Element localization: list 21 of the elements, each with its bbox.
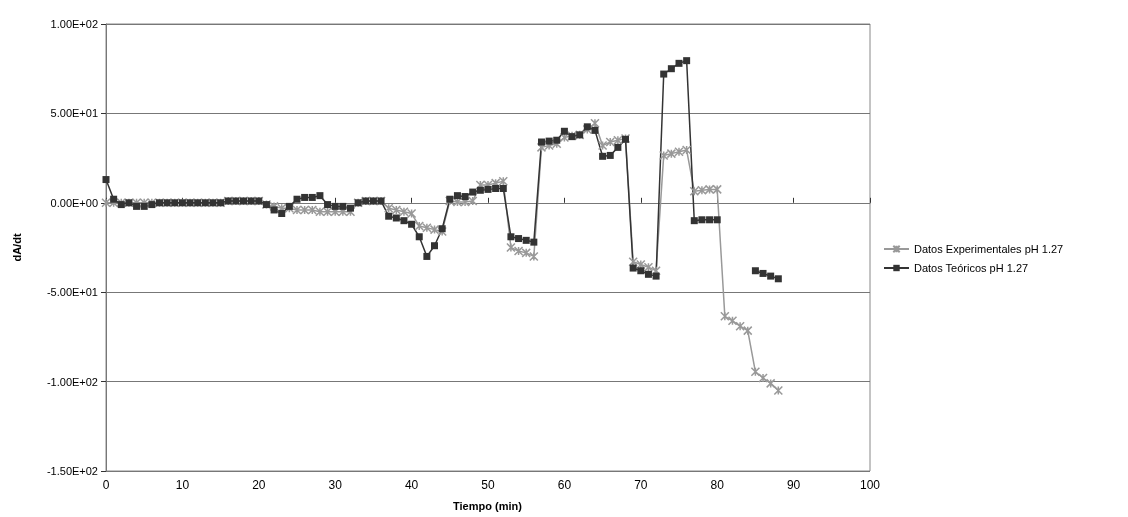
x-tick-label: 40: [404, 478, 419, 492]
x-tick-label: 70: [634, 478, 648, 492]
x-tick-label: 30: [328, 478, 343, 492]
y-tick-label: -1.50E+02: [46, 465, 98, 477]
x-tick-label: 80: [710, 478, 725, 492]
x-tick-label: 60: [557, 478, 572, 492]
y-tick-label: 0.00E+00: [50, 196, 98, 209]
x-tick-label: 0: [102, 478, 110, 492]
x-tick-label: 100: [859, 478, 881, 492]
x-tick-label: 50: [481, 478, 495, 492]
legend-label: Datos Experimentales pH 1.27: [914, 243, 1064, 255]
y-tick-label: 5.00E+01: [50, 107, 98, 120]
x-tick-label: 20: [252, 478, 266, 492]
x-tick-label: 10: [175, 478, 190, 492]
y-axis-title: dA/dt: [10, 233, 23, 262]
x-tick-label: 90: [786, 478, 801, 492]
x-axis-title: Tiempo (min): [453, 499, 523, 512]
y-tick-label: 1.00E+02: [50, 18, 98, 30]
legend-label: Datos Teóricos pH 1.27: [914, 262, 1029, 274]
y-tick-label: -5.00E+01: [46, 286, 98, 299]
y-tick-label: -1.00E+02: [46, 375, 98, 388]
